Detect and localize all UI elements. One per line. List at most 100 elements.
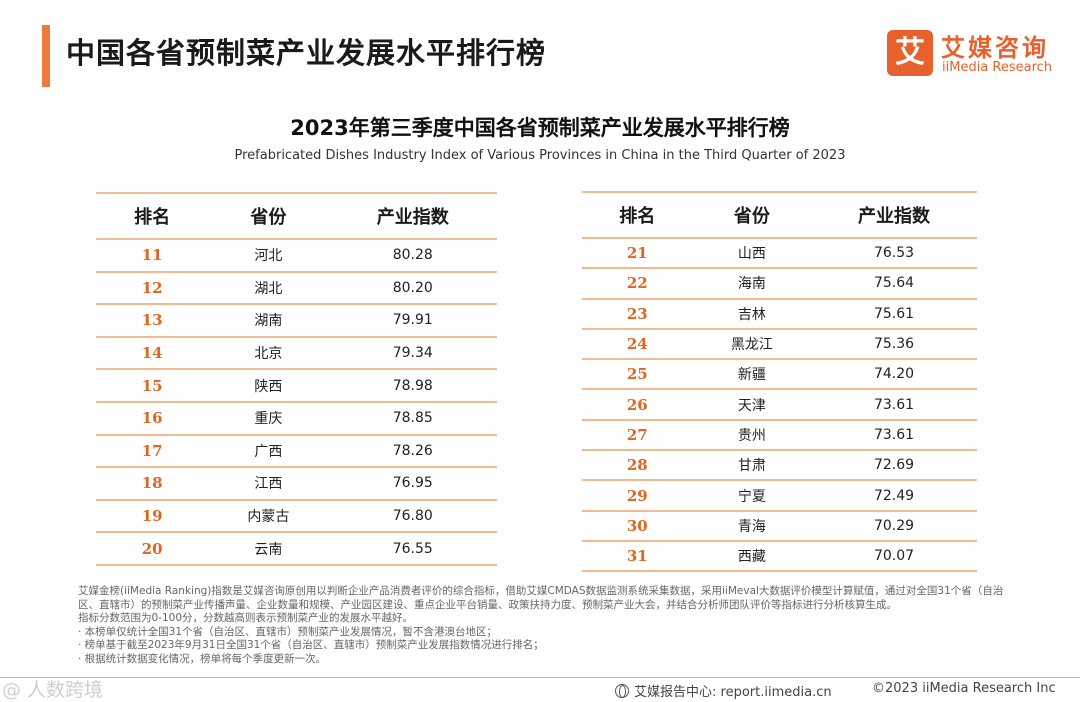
table-row: 11 河北 80.28 <box>96 240 497 273</box>
table-row: 27 贵州 73.61 <box>582 421 977 452</box>
table-row: 22 海南 75.64 <box>582 269 977 300</box>
province-cell: 北京 <box>254 346 283 363</box>
index-cell: 79.34 <box>392 345 433 362</box>
table-row: 16 重庆 78.85 <box>96 403 497 436</box>
table-body-right: 21 山西 76.53 22 海南 75.64 23 吉林 75.61 24 黑龙江 75.36 25 新… <box>582 239 977 573</box>
table-row: 15 陕西 78.98 <box>96 370 497 403</box>
province-cell: 新疆 <box>737 367 766 384</box>
footnotes: 艾媒金榜(iiMedia Ranking)指数是艾媒咨询原创用以判断企业产品消费… <box>78 585 1018 666</box>
index-cell: 80.28 <box>392 247 433 264</box>
province-cell: 青海 <box>737 518 766 535</box>
rank-cell: 18 <box>141 474 163 493</box>
table-body-left: 11 河北 80.28 12 湖北 80.20 13 湖南 79.91 14 北京 79.34 15 陕西… <box>96 240 497 566</box>
note-line: · 根据统计数据变化情况，榜单将每个季度更新一次。 <box>78 652 327 665</box>
rank-cell: 11 <box>141 246 163 265</box>
table-row: 25 新疆 74.20 <box>582 360 977 391</box>
index-cell: 76.55 <box>392 540 433 557</box>
footer-divider <box>0 677 1080 678</box>
table-row: 26 天津 73.61 <box>582 390 977 421</box>
province-cell: 湖南 <box>254 313 283 330</box>
index-cell: 74.20 <box>873 366 915 383</box>
table-row: 12 湖北 80.20 <box>96 273 497 306</box>
table-row: 17 广西 78.26 <box>96 436 497 469</box>
table-row: 21 山西 76.53 <box>582 239 977 270</box>
province-cell: 河北 <box>254 248 283 265</box>
index-cell: 70.07 <box>873 548 915 565</box>
rank-cell: 12 <box>141 278 163 297</box>
note-line: · 榜单基于截至2023年9月31日全国31个省（自治区、直辖市）预制菜产业发展… <box>78 639 544 651</box>
table-row: 31 西藏 70.07 <box>582 542 977 573</box>
rank-cell: 20 <box>141 539 163 558</box>
province-cell: 海南 <box>737 276 766 293</box>
index-cell: 78.98 <box>392 377 433 394</box>
index-cell: 76.80 <box>392 508 433 525</box>
rank-cell: 16 <box>141 409 163 428</box>
index-cell: 79.91 <box>392 312 433 329</box>
rank-cell: 17 <box>141 441 163 460</box>
rank-cell: 19 <box>141 507 163 526</box>
province-cell: 黑龙江 <box>730 337 773 354</box>
index-cell: 76.53 <box>873 245 915 262</box>
province-cell: 天津 <box>737 397 766 414</box>
table-row: 23 吉林 75.61 <box>582 300 977 330</box>
table-row: 14 北京 79.34 <box>96 338 497 371</box>
rank-cell: 23 <box>626 304 648 323</box>
note-line: · 本榜单仅统计全国31个省（自治区、直辖市）预制菜产业发展情况，暂不含港澳台地… <box>78 625 498 638</box>
province-cell: 西藏 <box>737 549 766 566</box>
province-cell: 重庆 <box>254 411 283 428</box>
rank-cell: 29 <box>626 486 648 505</box>
province-cell: 广西 <box>254 443 283 460</box>
index-cell: 76.95 <box>392 475 433 492</box>
index-cell: 70.29 <box>873 517 915 534</box>
province-cell: 内蒙古 <box>247 509 290 526</box>
index-cell: 73.61 <box>873 396 915 413</box>
report-center-text: 艾媒报告中心: report.iimedia.cn <box>634 685 832 700</box>
table-row: 24 黑龙江 75.36 <box>582 330 977 361</box>
title-accent-bar <box>42 25 50 87</box>
province-cell: 湖北 <box>254 280 283 297</box>
page-title: 中国各省预制菜产业发展水平排行榜 <box>66 36 547 70</box>
province-cell: 甘肃 <box>737 458 766 475</box>
header-province: 省份 <box>250 207 287 228</box>
report-center-link[interactable]: 艾媒报告中心: report.iimedia.cn <box>615 681 832 700</box>
rank-cell: 25 <box>626 365 648 384</box>
province-cell: 江西 <box>254 476 283 493</box>
table-row: 18 江西 76.95 <box>96 468 497 501</box>
header-index: 产业指数 <box>858 206 931 227</box>
header-index: 产业指数 <box>376 207 449 228</box>
table-row: 29 宁夏 72.49 <box>582 481 977 512</box>
index-cell: 78.26 <box>392 442 433 459</box>
rank-cell: 14 <box>141 344 163 363</box>
rank-cell: 13 <box>141 311 163 330</box>
table-row: 28 甘肃 72.69 <box>582 451 977 482</box>
rank-cell: 21 <box>626 244 648 263</box>
index-cell: 78.85 <box>392 410 433 427</box>
province-cell: 贵州 <box>737 427 766 444</box>
logo-en-text: iiMedia Research <box>942 60 1053 75</box>
chart-title-en: Prefabricated Dishes Industry Index of V… <box>234 148 846 163</box>
globe-icon <box>615 683 629 698</box>
ranking-table-right: 排名 省份 产业指数 21 山西 76.53 22 海南 75.64 23 吉林 75.61 24… <box>582 191 977 573</box>
index-cell: 72.69 <box>873 457 915 474</box>
rank-cell: 15 <box>141 376 163 395</box>
brand-logo: 艾 艾媒咨询 iiMedia Research <box>887 30 1062 80</box>
copyright-text: ©2023 iiMedia Research Inc <box>872 681 1056 696</box>
province-cell: 山西 <box>737 246 766 263</box>
rank-cell: 24 <box>626 335 648 354</box>
note-line: 艾媒金榜(iiMedia Ranking)指数是艾媒咨询原创用以判断企业产品消费… <box>78 585 1004 611</box>
watermark-text: @ 人数跨境 <box>2 679 104 701</box>
header-rank: 排名 <box>619 206 656 227</box>
province-cell: 云南 <box>254 541 283 558</box>
index-cell: 75.61 <box>873 305 915 322</box>
ranking-table-left: 排名 省份 产业指数 11 河北 80.28 12 湖北 80.20 13 湖南 79.91 14… <box>96 192 497 566</box>
province-cell: 陕西 <box>254 378 283 395</box>
rank-cell: 27 <box>626 425 648 444</box>
province-cell: 吉林 <box>737 306 766 323</box>
logo-mark-icon: 艾 <box>887 30 933 76</box>
index-cell: 75.64 <box>873 275 915 292</box>
rank-cell: 22 <box>626 274 648 293</box>
note-line: 指标分数范围为0-100分，分数越高则表示预制菜产业的发展水平越好。 <box>78 612 414 624</box>
header-province: 省份 <box>733 206 770 227</box>
logo-cn-text: 艾媒咨询 <box>941 34 1049 62</box>
table-header: 排名 省份 产业指数 <box>582 191 977 239</box>
